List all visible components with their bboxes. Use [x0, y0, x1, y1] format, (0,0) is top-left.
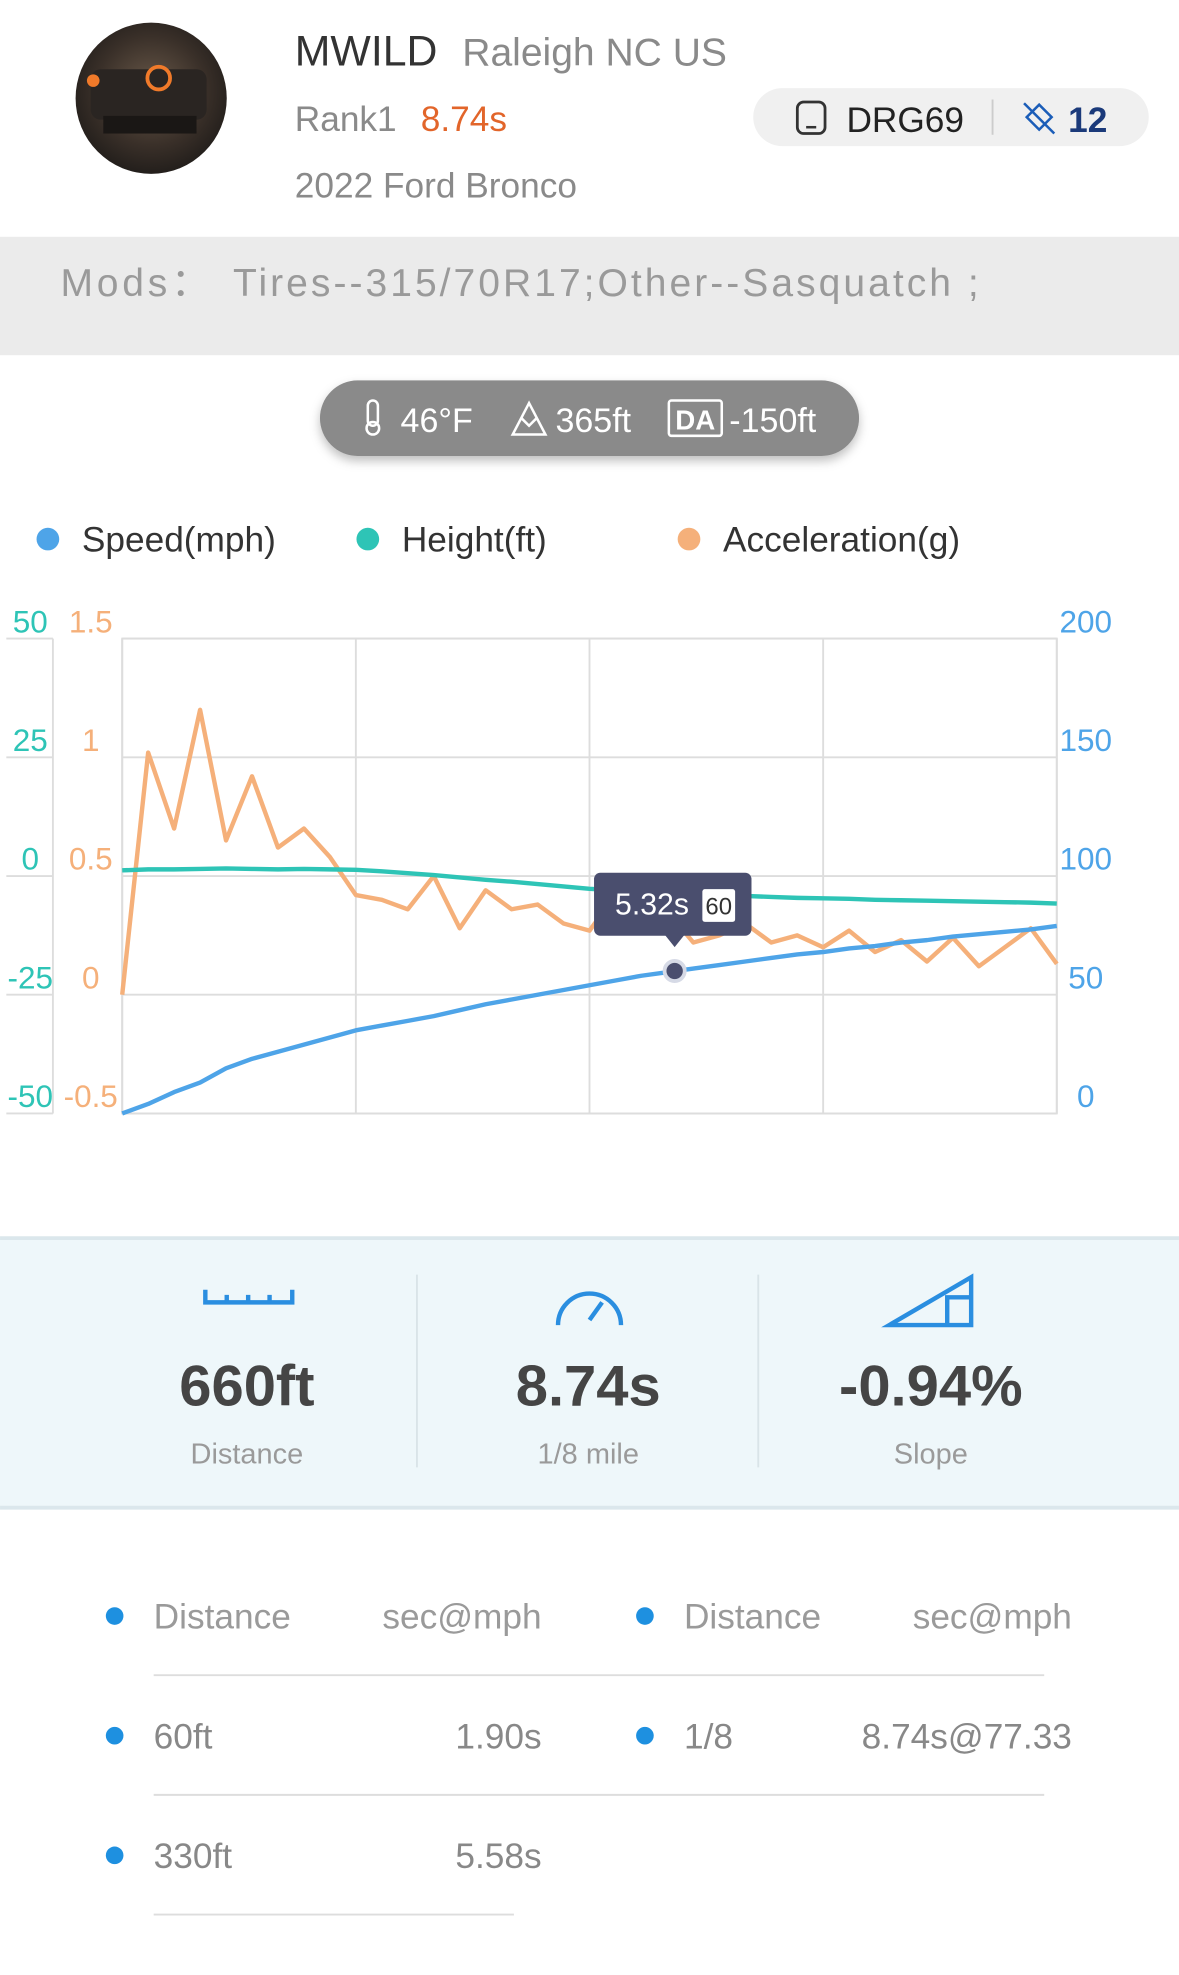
chart: 50 25 0 -25 -50 1.5 1 0.5 0 -0.5 200 150 100 50 0 Speed…	[6, 521, 1113, 1116]
altitude: 365ft	[555, 402, 631, 440]
table-cell: 330ft	[154, 1837, 233, 1876]
table-header: sec@mph	[382, 1598, 541, 1637]
bullets	[105, 1607, 654, 1865]
conditions-pill: 46°F 365ft DA -150ft	[319, 380, 860, 456]
stat-label: 1/8 mile	[538, 1439, 639, 1471]
legend-swatch	[356, 527, 380, 551]
table-cell: 1/8	[684, 1717, 733, 1756]
table-cell: 8.74s@77.33	[862, 1717, 1072, 1756]
tooltip-pointer	[664, 934, 685, 948]
stat-label: Slope	[894, 1439, 968, 1471]
y2-tick-label: 0	[1077, 1079, 1095, 1114]
mods-text: Tires--315/70R17;Other--Sasquatch ;	[233, 262, 982, 305]
avatar[interactable]	[75, 22, 227, 174]
mods-label: Mods：	[60, 262, 213, 305]
stat-value: 8.74s	[516, 1355, 661, 1419]
table-header: Distance	[154, 1598, 291, 1637]
legend-label: Acceleration(g)	[723, 521, 960, 560]
location: Raleigh NC US	[462, 31, 727, 74]
satellite-count: 12	[1068, 101, 1107, 140]
table-cell: 1.90s	[455, 1717, 541, 1756]
y3-tick-label: 1	[82, 723, 100, 758]
da-badge: DA	[675, 405, 715, 436]
tooltip-marker	[662, 959, 687, 983]
y-tick-label: -50	[8, 1079, 53, 1114]
density-altitude: -150ft	[729, 402, 816, 440]
y3-tick-label: 0	[82, 960, 100, 995]
best-time: 8.74s	[421, 100, 507, 139]
legend-label: Height(ft)	[402, 521, 547, 560]
series-line	[120, 707, 1059, 995]
y-tick-label: 0	[21, 842, 39, 877]
mods-bar	[0, 236, 1179, 356]
table-header: Distance	[684, 1598, 821, 1637]
stat-value: -0.94%	[839, 1355, 1023, 1419]
legend-swatch	[677, 527, 701, 551]
rank: Rank1	[295, 100, 397, 139]
series-line	[122, 866, 1057, 906]
y3-tick-label: -0.5	[64, 1079, 118, 1114]
series-line	[121, 923, 1058, 1116]
table-header: sec@mph	[913, 1598, 1072, 1637]
splits-table: Distance sec@mph Distance sec@mph 60ft 1…	[154, 1598, 1072, 1876]
y2-tick-label: 150	[1060, 723, 1113, 758]
device-id: DRG69	[846, 101, 964, 140]
user-name: MWILD	[295, 27, 438, 75]
y-tick-label: -25	[8, 960, 53, 995]
tooltip-value: 60	[705, 893, 732, 920]
y2-tick-label: 50	[1068, 960, 1103, 995]
y2-tick-label: 200	[1060, 604, 1113, 639]
tooltip-value-box	[702, 889, 736, 922]
legend-label: Speed(mph)	[82, 521, 276, 560]
stats-panel	[0, 1236, 1179, 1509]
table-cell: 5.58s	[455, 1837, 541, 1876]
stat-label: Distance	[191, 1439, 304, 1471]
temperature: 46°F	[401, 402, 473, 440]
vehicle: 2022 Ford Bronco	[295, 167, 577, 206]
y3-tick-label: 1.5	[69, 604, 113, 639]
y-tick-label: 25	[13, 723, 48, 758]
table-cell: 60ft	[154, 1717, 213, 1756]
device-badge[interactable]: DRG69 12	[753, 88, 1149, 147]
tooltip-time: 5.32s	[615, 888, 689, 921]
row-dividers	[153, 1674, 1045, 1916]
stat-icons	[203, 1273, 974, 1328]
y-tick-label: 50	[13, 604, 48, 639]
y2-tick-label: 100	[1060, 842, 1113, 877]
y3-tick-label: 0.5	[69, 842, 113, 877]
legend-swatch	[36, 527, 60, 551]
stat-value: 660ft	[179, 1355, 314, 1419]
